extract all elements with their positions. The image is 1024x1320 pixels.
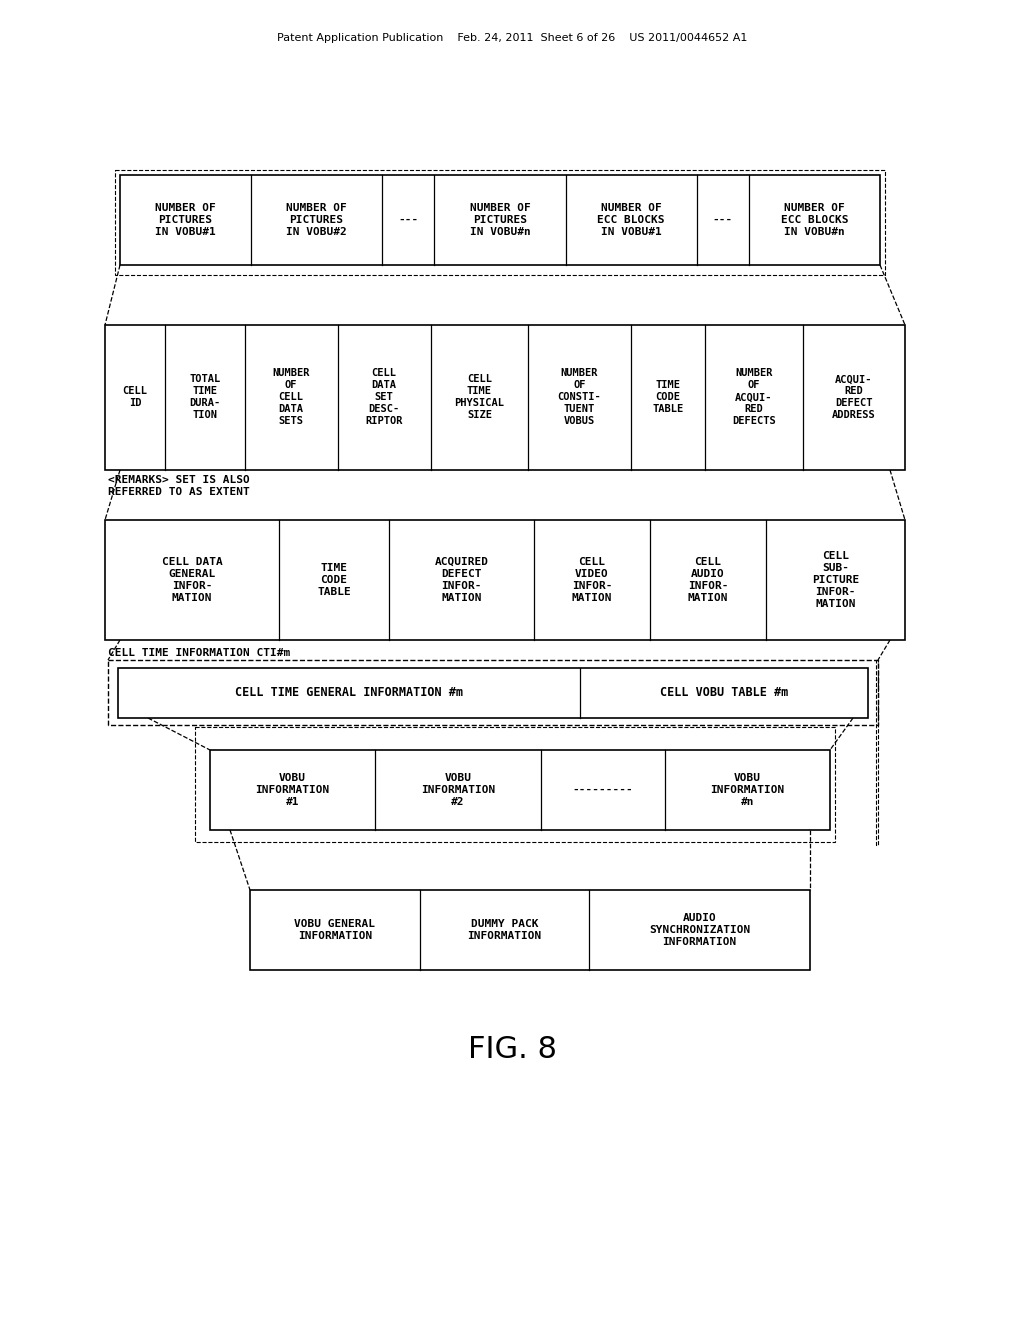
Text: CELL
DATA
SET
DESC-
RIPTOR: CELL DATA SET DESC- RIPTOR bbox=[366, 368, 402, 426]
Text: TIME
CODE
TABLE: TIME CODE TABLE bbox=[652, 380, 683, 414]
Text: <REMARKS> SET IS ALSO
REFERRED TO AS EXTENT: <REMARKS> SET IS ALSO REFERRED TO AS EXT… bbox=[108, 475, 250, 496]
Text: ---: --- bbox=[713, 215, 733, 224]
Bar bbox=[876, 660, 878, 845]
Text: Patent Application Publication    Feb. 24, 2011  Sheet 6 of 26    US 2011/004465: Patent Application Publication Feb. 24, … bbox=[276, 33, 748, 44]
Text: CELL
SUB-
PICTURE
INFOR-
MATION: CELL SUB- PICTURE INFOR- MATION bbox=[812, 550, 859, 609]
Text: NUMBER OF
PICTURES
IN VOBU#2: NUMBER OF PICTURES IN VOBU#2 bbox=[286, 203, 347, 238]
Text: CELL DATA
GENERAL
INFOR-
MATION: CELL DATA GENERAL INFOR- MATION bbox=[162, 557, 222, 603]
Text: FIG. 8: FIG. 8 bbox=[468, 1035, 556, 1064]
Text: ---: --- bbox=[398, 215, 419, 224]
Text: AUDIO
SYNCHRONIZATION
INFORMATION: AUDIO SYNCHRONIZATION INFORMATION bbox=[649, 913, 751, 946]
Bar bbox=[120, 176, 880, 265]
Text: CELL
TIME
PHYSICAL
SIZE: CELL TIME PHYSICAL SIZE bbox=[455, 375, 505, 421]
Bar bbox=[108, 660, 878, 725]
Bar bbox=[115, 170, 885, 275]
Text: NUMBER
OF
CELL
DATA
SETS: NUMBER OF CELL DATA SETS bbox=[272, 368, 310, 426]
Text: CELL VOBU TABLE #m: CELL VOBU TABLE #m bbox=[659, 686, 787, 700]
Text: VOBU
INFORMATION
#n: VOBU INFORMATION #n bbox=[711, 774, 784, 807]
Text: CELL
VIDEO
INFOR-
MATION: CELL VIDEO INFOR- MATION bbox=[571, 557, 612, 603]
Text: NUMBER OF
PICTURES
IN VOBU#1: NUMBER OF PICTURES IN VOBU#1 bbox=[156, 203, 216, 238]
Text: ACQUIRED
DEFECT
INFOR-
MATION: ACQUIRED DEFECT INFOR- MATION bbox=[434, 557, 488, 603]
Text: NUMBER OF
PICTURES
IN VOBU#n: NUMBER OF PICTURES IN VOBU#n bbox=[470, 203, 530, 238]
Bar bbox=[195, 727, 835, 842]
Text: NUMBER OF
ECC BLOCKS
IN VOBU#1: NUMBER OF ECC BLOCKS IN VOBU#1 bbox=[597, 203, 665, 238]
Bar bbox=[250, 890, 810, 970]
Text: ACQUI-
RED
DEFECT
ADDRESS: ACQUI- RED DEFECT ADDRESS bbox=[831, 375, 876, 421]
Text: VOBU
INFORMATION
#1: VOBU INFORMATION #1 bbox=[256, 774, 330, 807]
Text: NUMBER OF
ECC BLOCKS
IN VOBU#n: NUMBER OF ECC BLOCKS IN VOBU#n bbox=[780, 203, 848, 238]
Text: TOTAL
TIME
DURA-
TION: TOTAL TIME DURA- TION bbox=[189, 375, 220, 421]
Text: CELL
ID: CELL ID bbox=[123, 387, 147, 408]
Text: DUMMY PACK
INFORMATION: DUMMY PACK INFORMATION bbox=[467, 919, 542, 941]
Text: CELL
AUDIO
INFOR-
MATION: CELL AUDIO INFOR- MATION bbox=[688, 557, 728, 603]
Bar bbox=[210, 750, 830, 830]
Text: ---------: --------- bbox=[572, 785, 633, 795]
Text: NUMBER
OF
ACQUI-
RED
DEFECTS: NUMBER OF ACQUI- RED DEFECTS bbox=[732, 368, 776, 426]
Bar bbox=[118, 668, 868, 718]
Text: TIME
CODE
TABLE: TIME CODE TABLE bbox=[317, 564, 351, 597]
Text: CELL TIME GENERAL INFORMATION #m: CELL TIME GENERAL INFORMATION #m bbox=[234, 686, 463, 700]
Text: VOBU GENERAL
INFORMATION: VOBU GENERAL INFORMATION bbox=[294, 919, 376, 941]
Text: VOBU
INFORMATION
#2: VOBU INFORMATION #2 bbox=[421, 774, 496, 807]
Bar bbox=[105, 520, 905, 640]
Text: NUMBER
OF
CONSTI-
TUENT
VOBUS: NUMBER OF CONSTI- TUENT VOBUS bbox=[557, 368, 601, 426]
Bar bbox=[105, 325, 905, 470]
Text: CELL TIME INFORMATION CTI#m: CELL TIME INFORMATION CTI#m bbox=[108, 648, 290, 657]
